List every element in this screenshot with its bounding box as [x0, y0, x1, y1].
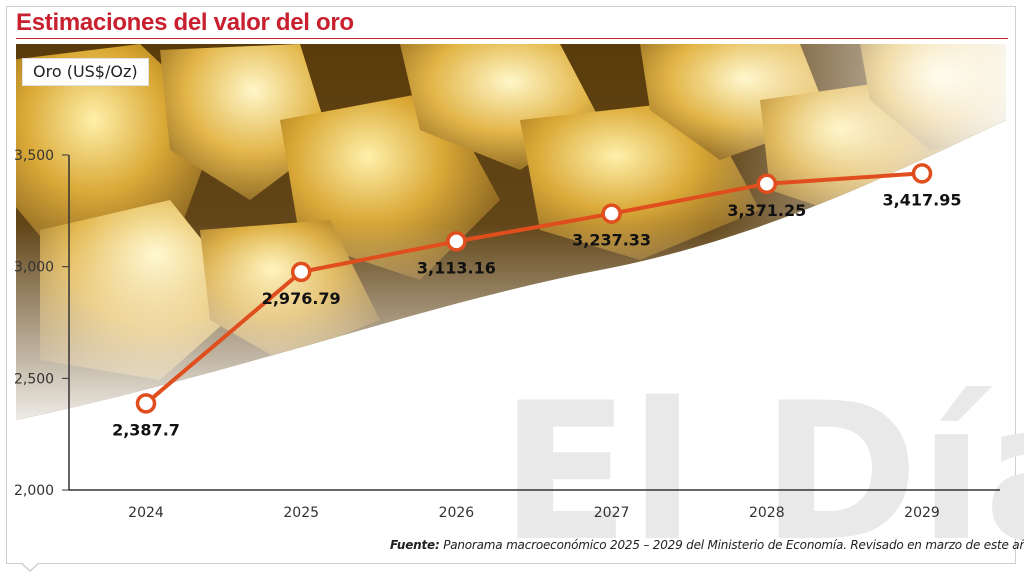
- y-axis-unit-label: Oro (US$/Oz): [22, 58, 149, 86]
- x-axis-ticks: 2024 2025 2026 2027 2028 2029: [128, 505, 940, 521]
- data-point: [911, 163, 933, 184]
- y-tick-label: 2,500: [14, 371, 54, 387]
- data-point: [290, 261, 312, 283]
- data-point: [135, 393, 157, 414]
- data-label: 3,113.16: [417, 258, 496, 277]
- x-tick-label: 2024: [128, 505, 164, 521]
- source-label: Fuente:: [390, 538, 440, 552]
- x-tick-label: 2028: [749, 505, 785, 521]
- title-divider: [16, 38, 1008, 39]
- data-label: 3,417.95: [883, 190, 962, 209]
- source-text: Panorama macroeconómico 2025 – 2029 del …: [443, 538, 1024, 552]
- y-axis-ticks: 2,000 2,500 3,000 3,500: [14, 148, 69, 499]
- data-series: 2,387.7 2,976.79 3,113.16 3,237.33 3,371.25 3…: [112, 163, 962, 439]
- chart-title: Estimaciones del valor del oro: [16, 9, 354, 36]
- data-point: [756, 173, 778, 195]
- data-label: 2,976.79: [262, 289, 341, 308]
- x-tick-label: 2025: [283, 505, 319, 521]
- y-tick-label: 2,000: [14, 483, 54, 499]
- data-label: 2,387.7: [112, 420, 180, 439]
- callout-tail-inner: [21, 562, 39, 570]
- data-label: 3,371.25: [727, 201, 806, 220]
- series-line: [144, 171, 924, 406]
- x-tick-label: 2026: [439, 505, 475, 521]
- x-tick-label: 2027: [594, 505, 630, 521]
- y-tick-label: 3,500: [14, 148, 54, 164]
- source-note: Fuente: Panorama macroeconómico 2025 – 2…: [390, 538, 1024, 552]
- x-tick-label: 2029: [904, 505, 940, 521]
- y-tick-label: 3,000: [14, 260, 54, 276]
- data-label: 3,237.33: [572, 231, 651, 250]
- watermark-logo: El Día: [500, 362, 1024, 577]
- data-point: [601, 203, 622, 224]
- data-point: [446, 231, 467, 252]
